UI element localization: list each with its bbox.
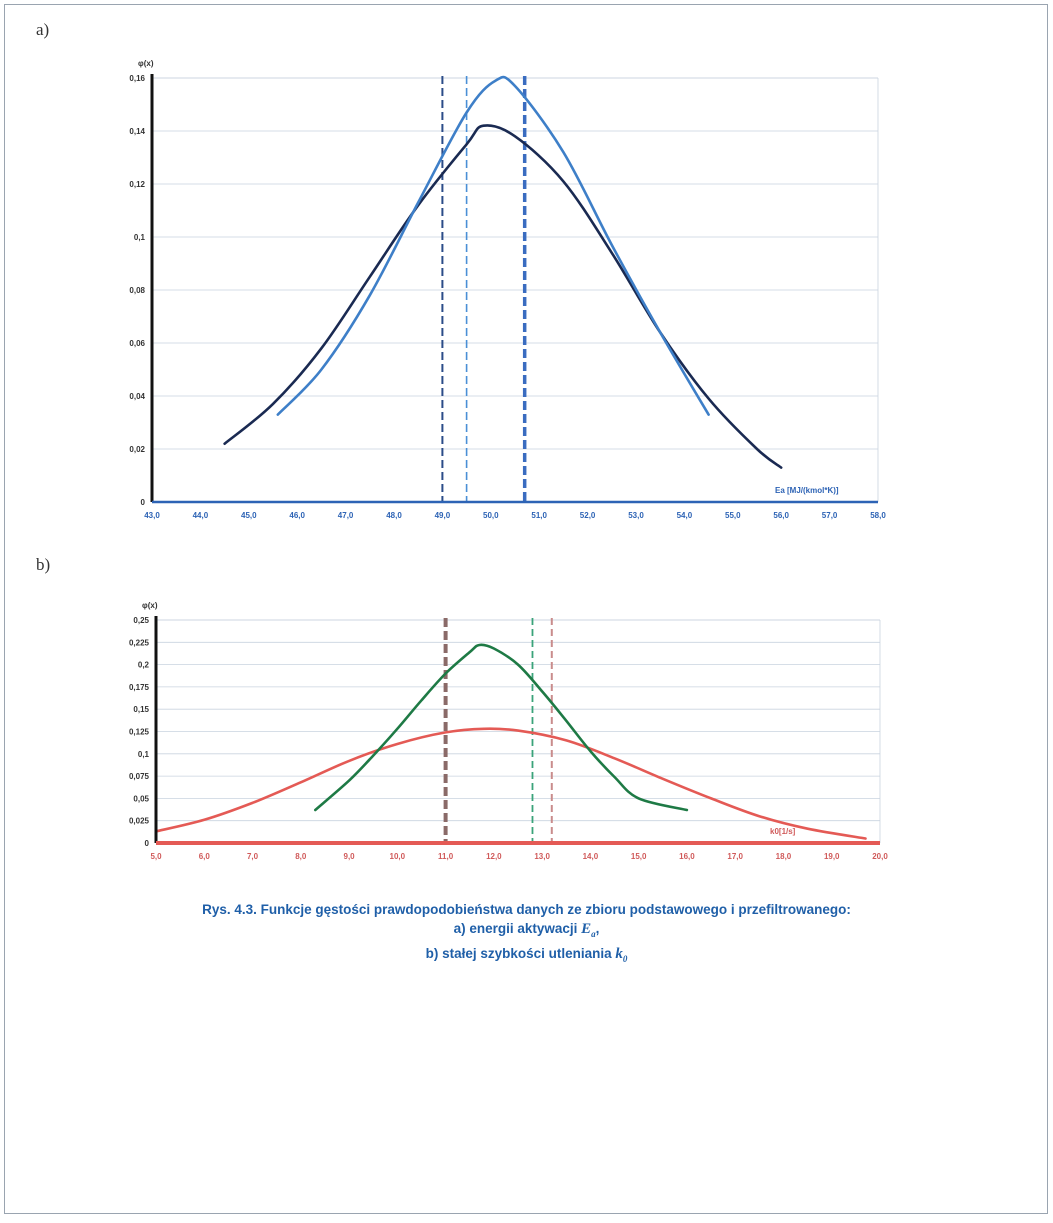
chart-b-series-0 bbox=[154, 727, 867, 840]
chart-a-x-tick-label-7: 50,0 bbox=[483, 511, 499, 520]
chart-b-x-tick-label-12: 17,0 bbox=[727, 852, 743, 861]
chart-a-x-tick-label-2: 45,0 bbox=[241, 511, 257, 520]
chart-a-y-tick-label-5: 0,1 bbox=[134, 233, 146, 242]
chart-b-x-tick-label-4: 9,0 bbox=[344, 852, 356, 861]
chart-a-x-tick-label-4: 47,0 bbox=[338, 511, 354, 520]
chart-a-y-tick-label-8: 0,16 bbox=[129, 74, 145, 83]
caption-line-2-text: a) energii aktywacji bbox=[453, 921, 582, 936]
chart-b-y-tick-label-3: 0,075 bbox=[129, 772, 150, 781]
chart-b-x-tick-label-7: 12,0 bbox=[486, 852, 502, 861]
chart-b-x-tick-label-3: 8,0 bbox=[295, 852, 307, 861]
chart-a-x-tick-label-0: 43,0 bbox=[144, 511, 160, 520]
chart-a-x-tick-label-6: 49,0 bbox=[435, 511, 451, 520]
chart-a-y-axis-label: φ(x) bbox=[138, 59, 154, 68]
chart-a-y-tick-label-6: 0,12 bbox=[129, 180, 145, 189]
chart-a-x-tick-label-9: 52,0 bbox=[580, 511, 596, 520]
chart-b-x-axis-label: k0[1/s] bbox=[770, 827, 796, 836]
chart-a-x-tick-label-8: 51,0 bbox=[531, 511, 547, 520]
chart-b-x-tick-label-10: 15,0 bbox=[631, 852, 647, 861]
chart-a-y-tick-label-3: 0,06 bbox=[129, 339, 145, 348]
caption-line-3: b) stałej szybkości utleniania k0 bbox=[0, 944, 1053, 969]
chart-a-x-tick-label-14: 57,0 bbox=[822, 511, 838, 520]
chart-a-x-tick-label-3: 46,0 bbox=[289, 511, 305, 520]
chart-b: 0 0,025 0,05 0,075 0,1 0,125 0,15 0,175 0,2 0,225… bbox=[129, 601, 888, 861]
panel-a-label: a) bbox=[36, 20, 50, 39]
caption-symbol-ea: Ea bbox=[581, 921, 596, 939]
chart-a-y-tick-label-4: 0,08 bbox=[129, 286, 145, 295]
figure-caption: Rys. 4.3. Funkcje gęstości prawdopodobie… bbox=[0, 900, 1053, 969]
chart-a-x-tick-label-13: 56,0 bbox=[773, 511, 789, 520]
chart-a-x-tick-label-5: 48,0 bbox=[386, 511, 402, 520]
chart-b-x-tick-label-1: 6,0 bbox=[199, 852, 211, 861]
chart-a-x-axis-label: Ea [MJ/(kmol*K)] bbox=[775, 486, 839, 495]
chart-b-x-tick-label-14: 19,0 bbox=[824, 852, 840, 861]
chart-b-y-tick-label-0: 0 bbox=[145, 839, 150, 848]
chart-b-y-tick-label-8: 0,2 bbox=[138, 661, 150, 670]
panel-b-label: b) bbox=[36, 555, 51, 574]
chart-b-x-tick-label-11: 16,0 bbox=[679, 852, 695, 861]
chart-a-x-tick-label-1: 44,0 bbox=[193, 511, 209, 520]
chart-a-x-tick-label-11: 54,0 bbox=[677, 511, 693, 520]
chart-a-x-tick-label-12: 55,0 bbox=[725, 511, 741, 520]
caption-line-3-text: b) stałej szybkości utleniania bbox=[425, 946, 616, 961]
chart-b-y-tick-label-10: 0,25 bbox=[133, 616, 149, 625]
chart-a-x-tick-label-10: 53,0 bbox=[628, 511, 644, 520]
chart-b-x-tick-label-9: 14,0 bbox=[583, 852, 599, 861]
chart-a: 0 0,02 0,04 0,06 0,08 0,1 0,12 0,14 0,16 43,0 44,0… bbox=[129, 59, 886, 520]
chart-b-x-tick-label-0: 5,0 bbox=[150, 852, 162, 861]
chart-b-x-tick-label-15: 20,0 bbox=[872, 852, 888, 861]
chart-a-y-tick-label-1: 0,02 bbox=[129, 445, 145, 454]
chart-b-y-tick-label-2: 0,05 bbox=[133, 794, 149, 803]
chart-b-x-tick-label-5: 10,0 bbox=[390, 852, 406, 861]
chart-a-series-1 bbox=[276, 75, 710, 416]
chart-b-x-tick-label-13: 18,0 bbox=[776, 852, 792, 861]
chart-b-y-tick-label-9: 0,225 bbox=[129, 638, 150, 647]
chart-b-y-axis-label: φ(x) bbox=[142, 601, 158, 610]
caption-line-2: a) energii aktywacji Ea, bbox=[453, 921, 600, 939]
chart-a-y-tick-label-7: 0,14 bbox=[129, 127, 145, 136]
chart-b-y-tick-label-7: 0,175 bbox=[129, 683, 150, 692]
chart-a-x-tick-label-15: 58,0 bbox=[870, 511, 886, 520]
caption-symbol-k0: k0 bbox=[615, 946, 628, 964]
chart-b-y-tick-label-6: 0,15 bbox=[133, 705, 149, 714]
chart-b-series-1 bbox=[314, 643, 689, 812]
chart-a-series-0 bbox=[223, 124, 783, 469]
chart-b-x-tick-label-6: 11,0 bbox=[438, 852, 454, 861]
figure-frame bbox=[4, 4, 1048, 1214]
chart-b-y-tick-label-5: 0,125 bbox=[129, 728, 150, 737]
caption-line-1: Rys. 4.3. Funkcje gęstości prawdopodobie… bbox=[202, 902, 851, 917]
chart-a-y-tick-label-0: 0 bbox=[141, 498, 146, 507]
chart-b-y-tick-label-4: 0,1 bbox=[138, 750, 150, 759]
chart-b-y-tick-label-1: 0,025 bbox=[129, 817, 150, 826]
chart-b-x-tick-label-2: 7,0 bbox=[247, 852, 259, 861]
chart-b-x-tick-label-8: 13,0 bbox=[534, 852, 550, 861]
chart-a-y-tick-label-2: 0,04 bbox=[129, 392, 145, 401]
